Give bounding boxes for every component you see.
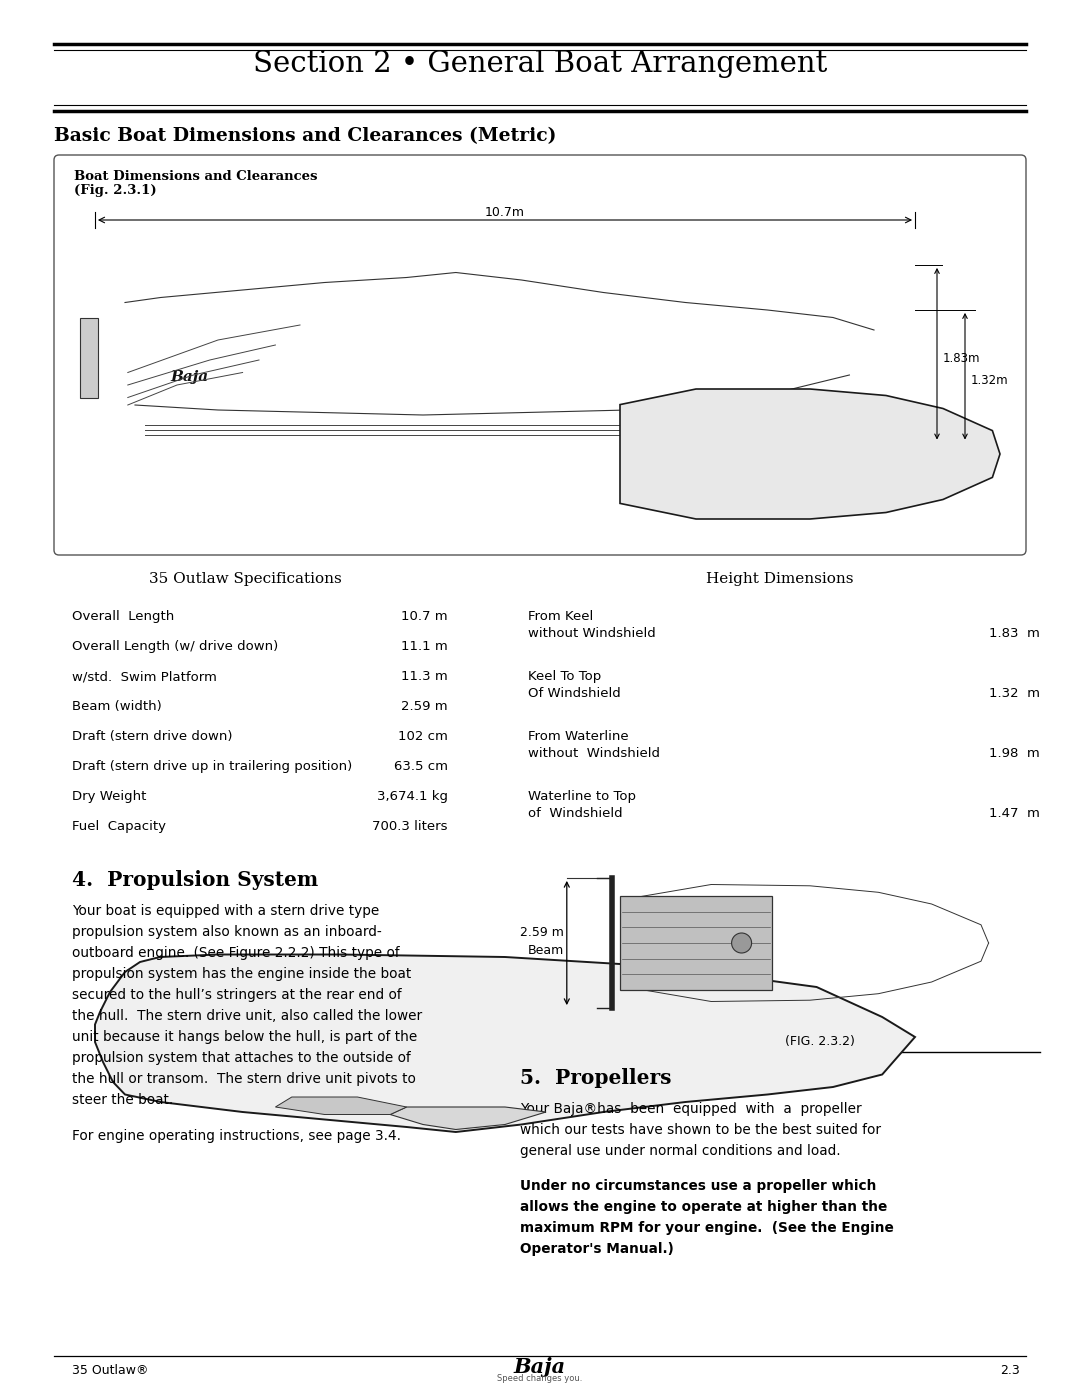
Polygon shape bbox=[390, 1106, 546, 1130]
Text: Your Baja®has  been  equipped  with  a  propeller: Your Baja®has been equipped with a prope… bbox=[519, 1102, 862, 1116]
Text: 700.3 liters: 700.3 liters bbox=[373, 820, 448, 833]
Text: Speed changes you.: Speed changes you. bbox=[497, 1375, 583, 1383]
Text: Overall Length (w/ drive down): Overall Length (w/ drive down) bbox=[72, 640, 279, 652]
Text: Dry Weight: Dry Weight bbox=[72, 789, 147, 803]
Text: 1.98  m: 1.98 m bbox=[989, 747, 1040, 760]
Text: steer the boat.: steer the boat. bbox=[72, 1092, 173, 1106]
Text: maximum RPM for your engine.  (See the Engine: maximum RPM for your engine. (See the En… bbox=[519, 1221, 894, 1235]
Text: 2.3: 2.3 bbox=[1000, 1363, 1020, 1377]
Text: Draft (stern drive down): Draft (stern drive down) bbox=[72, 731, 232, 743]
Text: of  Windshield: of Windshield bbox=[528, 807, 623, 820]
Text: 35 Outlaw®: 35 Outlaw® bbox=[72, 1363, 149, 1377]
Text: (FIG. 2.3.2): (FIG. 2.3.2) bbox=[785, 1035, 855, 1048]
Text: outboard engine. (See Figure 2.2.2) This type of: outboard engine. (See Figure 2.2.2) This… bbox=[72, 946, 400, 960]
Text: unit because it hangs below the hull, is part of the: unit because it hangs below the hull, is… bbox=[72, 1030, 417, 1044]
Text: Operator's Manual.): Operator's Manual.) bbox=[519, 1242, 674, 1256]
Text: Beam (width): Beam (width) bbox=[72, 700, 162, 712]
Text: 2.59 m: 2.59 m bbox=[402, 700, 448, 712]
Text: Beam: Beam bbox=[527, 944, 564, 957]
Text: Overall  Length: Overall Length bbox=[72, 610, 174, 623]
Text: allows the engine to operate at higher than the: allows the engine to operate at higher t… bbox=[519, 1200, 888, 1214]
Text: which our tests have shown to be the best suited for: which our tests have shown to be the bes… bbox=[519, 1123, 881, 1137]
Text: Draft (stern drive up in trailering position): Draft (stern drive up in trailering posi… bbox=[72, 760, 352, 773]
Circle shape bbox=[731, 933, 752, 953]
Text: 1.83  m: 1.83 m bbox=[989, 627, 1040, 640]
Text: the hull.  The stern drive unit, also called the lower: the hull. The stern drive unit, also cal… bbox=[72, 1009, 422, 1023]
Text: 1.47  m: 1.47 m bbox=[989, 807, 1040, 820]
Bar bbox=[80, 317, 98, 398]
Text: 4.  Propulsion System: 4. Propulsion System bbox=[72, 870, 319, 890]
Text: Basic Boat Dimensions and Clearances (Metric): Basic Boat Dimensions and Clearances (Me… bbox=[54, 127, 556, 145]
Text: 102 cm: 102 cm bbox=[399, 731, 448, 743]
Text: 63.5 cm: 63.5 cm bbox=[394, 760, 448, 773]
Text: 11.1 m: 11.1 m bbox=[402, 640, 448, 652]
Text: secured to the hull’s stringers at the rear end of: secured to the hull’s stringers at the r… bbox=[72, 988, 402, 1002]
Text: From Waterline: From Waterline bbox=[528, 731, 629, 743]
Text: 1.32m: 1.32m bbox=[971, 374, 1009, 387]
Text: Your boat is equipped with a stern drive type: Your boat is equipped with a stern drive… bbox=[72, 904, 379, 918]
Text: Baja: Baja bbox=[170, 370, 208, 384]
Polygon shape bbox=[95, 954, 915, 1132]
Text: 10.7 m: 10.7 m bbox=[402, 610, 448, 623]
Text: Boat Dimensions and Clearances: Boat Dimensions and Clearances bbox=[75, 170, 318, 183]
FancyBboxPatch shape bbox=[54, 155, 1026, 555]
Text: without Windshield: without Windshield bbox=[528, 627, 656, 640]
Text: 2.59 m: 2.59 m bbox=[519, 926, 564, 940]
Text: Fuel  Capacity: Fuel Capacity bbox=[72, 820, 166, 833]
Text: Waterline to Top: Waterline to Top bbox=[528, 789, 636, 803]
Text: 1.32  m: 1.32 m bbox=[989, 687, 1040, 700]
Text: 10.7m: 10.7m bbox=[485, 205, 525, 219]
Text: without  Windshield: without Windshield bbox=[528, 747, 660, 760]
Text: the hull or transom.  The stern drive unit pivots to: the hull or transom. The stern drive uni… bbox=[72, 1071, 416, 1085]
Polygon shape bbox=[275, 1097, 406, 1115]
Text: Section 2 • General Boat Arrangement: Section 2 • General Boat Arrangement bbox=[253, 50, 827, 78]
Text: Under no circumstances use a propeller which: Under no circumstances use a propeller w… bbox=[519, 1179, 876, 1193]
Bar bbox=[620, 897, 772, 990]
Text: Baja: Baja bbox=[514, 1356, 566, 1377]
Text: propulsion system also known as an inboard-: propulsion system also known as an inboa… bbox=[72, 925, 381, 939]
Polygon shape bbox=[620, 388, 1000, 520]
Text: 1.83m: 1.83m bbox=[943, 352, 981, 365]
Text: 3,674.1 kg: 3,674.1 kg bbox=[377, 789, 448, 803]
Text: 11.3 m: 11.3 m bbox=[402, 671, 448, 683]
Text: 35 Outlaw Specifications: 35 Outlaw Specifications bbox=[149, 571, 341, 585]
Text: From Keel: From Keel bbox=[528, 610, 593, 623]
Text: general use under normal conditions and load.: general use under normal conditions and … bbox=[519, 1144, 840, 1158]
Text: propulsion system has the engine inside the boat: propulsion system has the engine inside … bbox=[72, 967, 411, 981]
Text: (Fig. 2.3.1): (Fig. 2.3.1) bbox=[75, 184, 157, 197]
Text: For engine operating instructions, see page 3.4.: For engine operating instructions, see p… bbox=[72, 1129, 401, 1143]
Text: 5.  Propellers: 5. Propellers bbox=[519, 1067, 672, 1088]
Text: Height Dimensions: Height Dimensions bbox=[706, 571, 854, 585]
Text: Of Windshield: Of Windshield bbox=[528, 687, 621, 700]
Text: Keel To Top: Keel To Top bbox=[528, 671, 602, 683]
Text: w/std.  Swim Platform: w/std. Swim Platform bbox=[72, 671, 217, 683]
Text: propulsion system that attaches to the outside of: propulsion system that attaches to the o… bbox=[72, 1051, 410, 1065]
